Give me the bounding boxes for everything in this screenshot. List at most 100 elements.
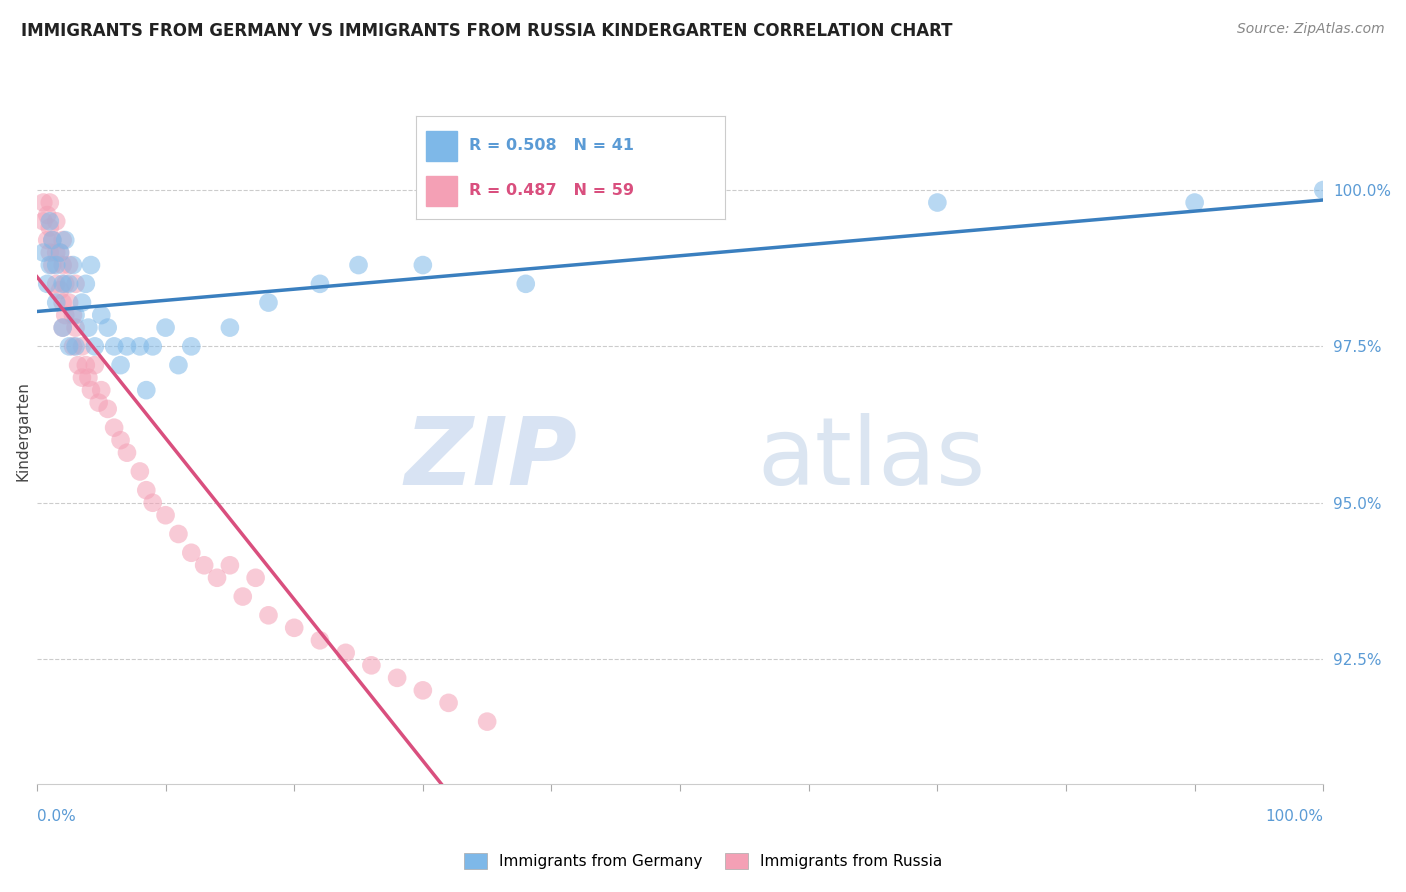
Point <box>283 621 305 635</box>
Point <box>219 558 242 573</box>
Point <box>80 383 103 397</box>
Point <box>115 446 138 460</box>
Point <box>128 339 150 353</box>
Point <box>37 233 59 247</box>
Point <box>167 358 190 372</box>
Point <box>41 258 63 272</box>
Point <box>67 358 90 372</box>
Point <box>52 233 75 247</box>
Point <box>167 527 190 541</box>
Point <box>309 633 332 648</box>
Point <box>75 358 97 372</box>
Point <box>103 339 125 353</box>
Point <box>52 258 75 272</box>
Point <box>45 214 67 228</box>
Point <box>65 308 87 322</box>
Point <box>58 258 80 272</box>
Point <box>77 320 100 334</box>
Point <box>41 233 63 247</box>
Point <box>62 339 84 353</box>
Point <box>49 283 72 297</box>
Point <box>219 320 242 334</box>
Point <box>37 208 59 222</box>
Point <box>142 496 165 510</box>
Point <box>90 308 112 322</box>
Point <box>257 295 280 310</box>
Point <box>309 277 332 291</box>
Point <box>45 295 67 310</box>
Point <box>62 308 84 322</box>
Point <box>115 339 138 353</box>
Point <box>38 220 60 235</box>
Y-axis label: Kindergarten: Kindergarten <box>15 381 30 481</box>
Point <box>41 233 63 247</box>
Point <box>52 277 75 291</box>
Point <box>53 308 76 322</box>
Point <box>75 277 97 291</box>
Point <box>45 245 67 260</box>
Point <box>38 258 60 272</box>
Point <box>45 277 67 291</box>
Legend: Immigrants from Germany, Immigrants from Russia: Immigrants from Germany, Immigrants from… <box>457 847 949 875</box>
Point <box>437 696 460 710</box>
Point <box>32 245 55 260</box>
Point <box>32 214 55 228</box>
Point <box>53 233 76 247</box>
Point <box>347 258 370 272</box>
Point <box>49 245 72 260</box>
Point <box>128 465 150 479</box>
Point <box>70 339 93 353</box>
Point <box>232 590 254 604</box>
Point <box>87 395 110 409</box>
Point <box>65 277 87 291</box>
Point <box>412 258 434 272</box>
Point <box>97 401 120 416</box>
Point <box>45 258 67 272</box>
Point <box>135 483 157 498</box>
Point <box>32 195 55 210</box>
Point <box>83 339 105 353</box>
Text: 0.0%: 0.0% <box>37 809 76 824</box>
Point <box>205 571 228 585</box>
Point <box>38 214 60 228</box>
Point <box>52 320 75 334</box>
Point <box>52 320 75 334</box>
Point <box>90 383 112 397</box>
Point <box>103 420 125 434</box>
Point <box>37 277 59 291</box>
Point <box>1312 183 1334 197</box>
Text: atlas: atlas <box>758 413 986 505</box>
Point <box>180 339 202 353</box>
Point <box>38 195 60 210</box>
Point <box>65 320 87 334</box>
Point <box>80 258 103 272</box>
Point <box>38 245 60 260</box>
Point <box>110 433 132 447</box>
Point <box>257 608 280 623</box>
Text: 100.0%: 100.0% <box>1265 809 1323 824</box>
Point <box>62 258 84 272</box>
Point <box>245 571 267 585</box>
Point <box>142 339 165 353</box>
Point <box>52 295 75 310</box>
Text: IMMIGRANTS FROM GERMANY VS IMMIGRANTS FROM RUSSIA KINDERGARTEN CORRELATION CHART: IMMIGRANTS FROM GERMANY VS IMMIGRANTS FR… <box>21 22 953 40</box>
Point <box>53 277 76 291</box>
Point <box>70 370 93 384</box>
Point <box>58 339 80 353</box>
Point <box>360 658 382 673</box>
Text: Source: ZipAtlas.com: Source: ZipAtlas.com <box>1237 22 1385 37</box>
Point <box>180 546 202 560</box>
Point <box>83 358 105 372</box>
Point <box>1184 195 1206 210</box>
Point <box>70 295 93 310</box>
Point <box>58 277 80 291</box>
Point <box>193 558 215 573</box>
Point <box>65 339 87 353</box>
Point <box>97 320 120 334</box>
Point <box>77 370 100 384</box>
Point <box>927 195 949 210</box>
Point <box>49 245 72 260</box>
Point <box>155 320 177 334</box>
Point <box>135 383 157 397</box>
Point <box>385 671 408 685</box>
